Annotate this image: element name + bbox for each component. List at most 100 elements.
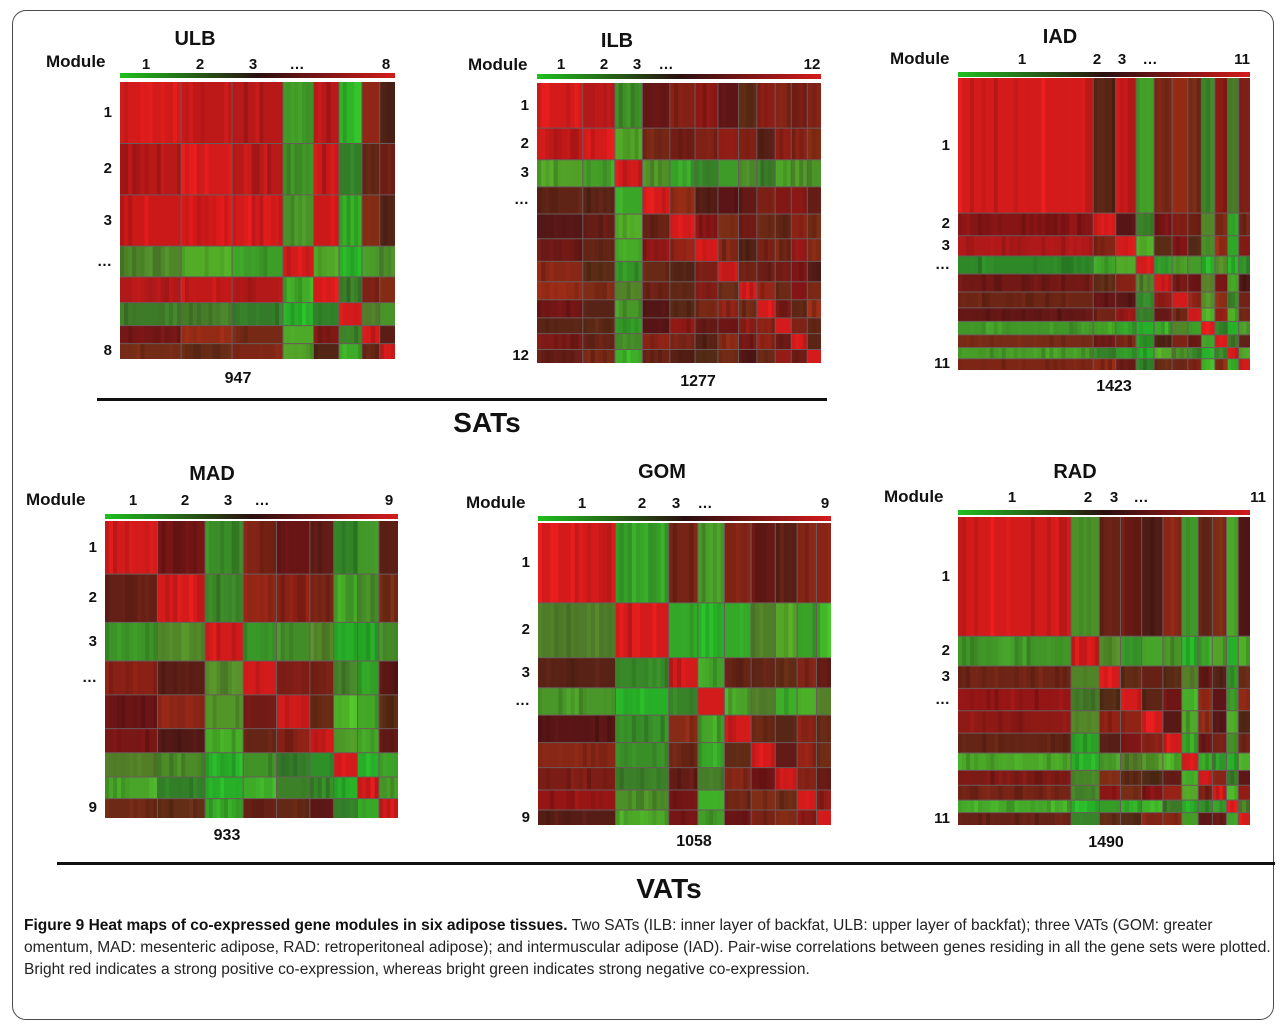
heatmap-texture: [1081, 213, 1086, 236]
heatmap-texture: [1205, 710, 1209, 734]
heatmap-texture: [542, 602, 547, 658]
heatmap-texture: [779, 333, 784, 350]
heatmap-texture: [160, 276, 165, 303]
gene-count: 1058: [676, 833, 712, 850]
heatmap-texture: [1013, 307, 1018, 322]
heatmap-texture: [185, 343, 189, 359]
heatmap-texture: [698, 83, 703, 129]
heatmap-texture: [1139, 347, 1144, 359]
heatmap-texture: [791, 317, 796, 334]
heatmap-texture: [710, 333, 715, 350]
heatmap-texture: [124, 302, 129, 326]
heatmap-texture: [1246, 213, 1250, 236]
heatmap-texture: [251, 574, 256, 623]
heatmap-texture: [1104, 255, 1109, 275]
heatmap-texture: [330, 143, 335, 195]
heatmap-texture: [807, 159, 812, 187]
heatmap-texture: [105, 776, 110, 799]
heatmap-texture: [1002, 636, 1007, 667]
heatmap-texture: [638, 261, 643, 282]
heatmap-texture: [749, 299, 754, 318]
heatmap-texture: [349, 694, 354, 729]
heatmap-texture: [208, 194, 213, 247]
heatmap-texture: [1037, 321, 1042, 335]
heatmap-texture: [317, 325, 323, 344]
heatmap-texture: [1071, 733, 1076, 753]
heatmap-texture: [1022, 636, 1027, 667]
heatmap-texture: [1214, 347, 1220, 359]
heatmap-texture: [141, 728, 146, 753]
heatmap-texture: [566, 810, 571, 825]
heatmap-texture: [705, 657, 710, 688]
heatmap-texture: [165, 521, 170, 575]
heatmap-texture: [545, 349, 550, 363]
heatmap-texture: [1145, 688, 1151, 711]
heatmap-texture: [243, 574, 248, 623]
heatmap-texture: [635, 523, 641, 603]
heatmap-texture: [541, 281, 546, 300]
heatmap-texture: [1018, 752, 1023, 771]
heatmap-texture: [1096, 334, 1101, 348]
heatmap-texture: [1025, 274, 1030, 293]
heatmap-texture: [648, 767, 653, 791]
heatmap-texture: [333, 798, 338, 818]
heatmap-texture: [370, 302, 376, 326]
heatmap-texture: [1231, 292, 1235, 308]
heatmap-texture: [807, 281, 812, 300]
heatmap-block: [1115, 213, 1136, 236]
heatmap-texture: [1002, 733, 1007, 753]
heatmap-texture: [205, 728, 209, 753]
heatmap-texture: [1135, 78, 1140, 214]
heatmap-texture: [1095, 770, 1100, 786]
heatmap-texture: [1061, 274, 1066, 293]
heatmap-texture: [1150, 812, 1155, 825]
heatmap-texture: [1037, 213, 1042, 236]
heatmap-texture: [1242, 785, 1247, 801]
heatmap-texture: [640, 767, 645, 791]
heatmap-texture: [652, 602, 657, 658]
heatmap-texture: [702, 238, 707, 262]
heatmap-texture: [1006, 770, 1011, 786]
heatmap-texture: [391, 246, 395, 277]
heatmap-texture: [1087, 636, 1092, 667]
heatmap-texture: [302, 82, 306, 144]
heatmap-texture: [658, 83, 662, 129]
heatmap-texture: [121, 694, 126, 729]
heatmap-texture: [808, 742, 813, 768]
heatmap-texture: [358, 276, 362, 303]
heatmap-texture: [358, 246, 362, 277]
heatmap-texture: [1096, 78, 1101, 214]
heatmap-texture: [697, 715, 702, 743]
heatmap-texture: [164, 143, 169, 195]
heatmap-texture: [1177, 636, 1182, 667]
heatmap-texture: [720, 767, 725, 791]
heatmap-texture: [1212, 770, 1216, 786]
heatmap-texture: [827, 767, 831, 791]
heatmap-texture: [329, 661, 334, 695]
heatmap-texture: [763, 715, 768, 743]
heatmap-texture: [981, 321, 986, 335]
heatmap-texture: [674, 299, 679, 318]
heatmap-texture: [985, 307, 990, 322]
heatmap-texture: [1069, 235, 1074, 256]
heatmap-texture: [212, 302, 217, 326]
heatmap-texture: [631, 790, 636, 811]
heatmap-texture: [382, 622, 387, 662]
heatmap-texture: [553, 213, 558, 239]
heatmap-texture: [338, 276, 343, 303]
heatmap-texture: [370, 661, 375, 695]
heatmap-texture: [582, 186, 587, 214]
heatmap-block: [1154, 78, 1173, 214]
heatmap-texture: [231, 728, 236, 753]
heatmap-texture: [1033, 334, 1038, 348]
heatmap-block: [1238, 812, 1250, 825]
heatmap-texture: [1135, 292, 1140, 308]
heatmap-texture: [121, 728, 126, 753]
heatmap-texture: [681, 742, 686, 768]
heatmap-texture: [678, 299, 683, 318]
heatmap-texture: [1208, 710, 1213, 734]
heatmap-texture: [1162, 517, 1167, 637]
heatmap-texture: [1115, 78, 1120, 214]
heatmap-texture: [549, 159, 554, 187]
heatmap-texture: [1168, 255, 1173, 275]
